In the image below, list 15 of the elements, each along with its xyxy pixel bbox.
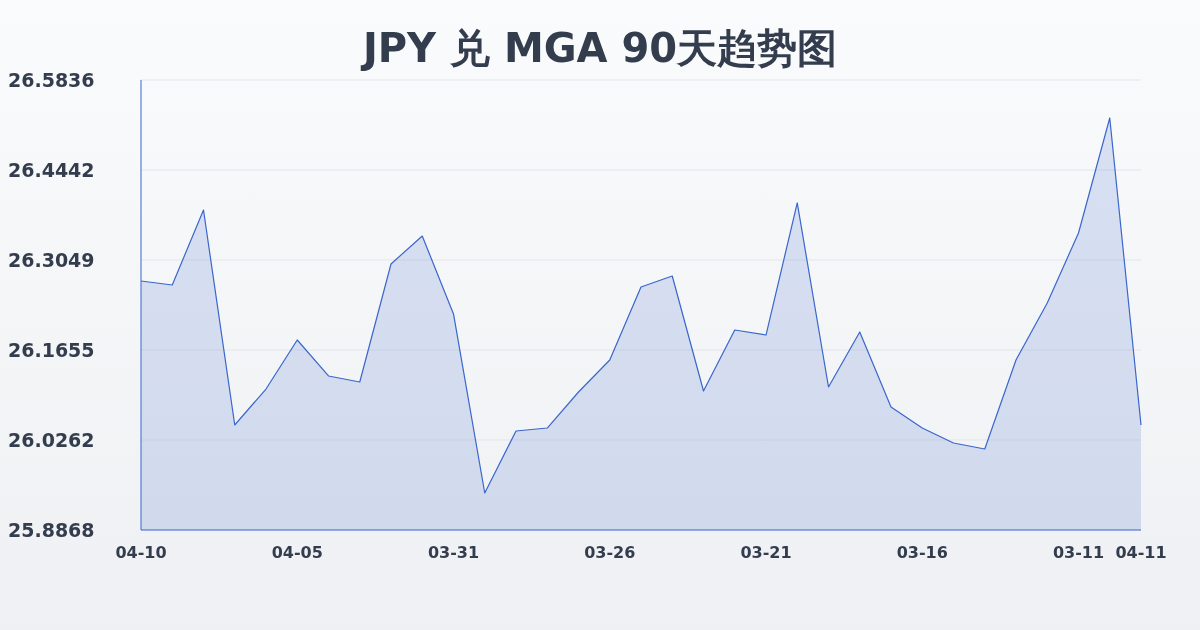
xtick: 03-31 (427, 543, 480, 562)
ytick: 26.1655 (8, 339, 95, 361)
title: JPY 兑 MGA 90天趋势图 (362, 25, 838, 71)
ytick: 26.0262 (8, 428, 95, 451)
xtick: 03-26 (584, 543, 636, 562)
xtick: 04-05 (271, 543, 323, 562)
ytick: 26.3049 (8, 249, 95, 271)
xtick: 04-11 (1115, 543, 1167, 562)
ytick: 26.4442 (8, 159, 95, 182)
xtick: 03-11 (1052, 543, 1105, 562)
xtick: 03-16 (896, 543, 948, 562)
ytick: 25.8868 (8, 519, 95, 541)
xtick: 04-10 (115, 543, 167, 562)
ytick: 26.5836 (8, 69, 95, 91)
xtick: 03-21 (740, 543, 792, 562)
